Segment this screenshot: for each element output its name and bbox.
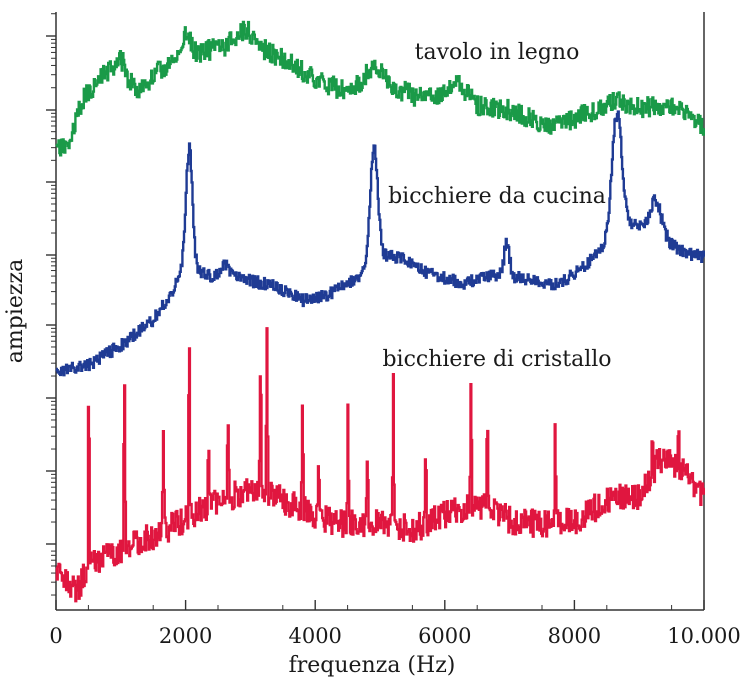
x-tick-label: 0 (49, 624, 62, 648)
x-tick-label: 4000 (288, 624, 341, 648)
x-tick-label: 10.000 (667, 624, 740, 648)
series-label-3: bicchiere di cristallo (382, 347, 611, 372)
y-axis-ticks (46, 13, 56, 596)
plot-frame (55, 12, 705, 611)
x-axis-title: frequenza (Hz) (289, 653, 456, 678)
x-axis-ticks: 0 2000 4000 6000 8000 10.000 (49, 600, 741, 648)
series-lines (55, 20, 705, 603)
series-line-3 (55, 327, 705, 603)
x-tick-label: 8000 (548, 624, 601, 648)
series-labels: tavolo in legno bicchiere da cucina bicchi… (382, 40, 611, 372)
x-tick-label: 2000 (159, 624, 212, 648)
series-line-2 (55, 110, 705, 377)
series-line-1 (55, 20, 705, 157)
series-label-1: tavolo in legno (415, 40, 580, 65)
y-axis-title: ampiezza (3, 259, 28, 363)
series-label-2: bicchiere da cucina (388, 184, 606, 209)
x-tick-label: 6000 (418, 624, 471, 648)
